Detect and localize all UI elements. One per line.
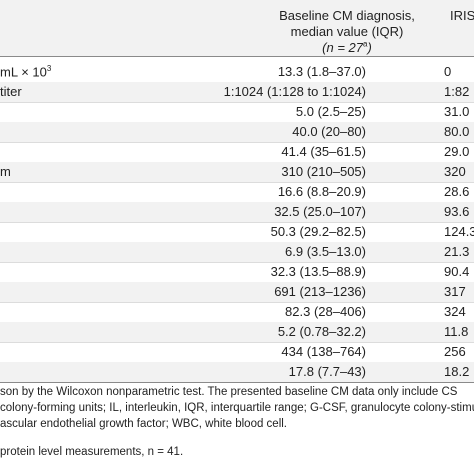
- iris-cell: 18.2: [444, 364, 470, 379]
- iris-cell: 317: [444, 284, 466, 299]
- table-row: 32.3 (13.5–88.9) 90.4: [0, 262, 474, 283]
- iris-cell: 0: [444, 64, 452, 79]
- iris-cell: 256: [444, 344, 466, 359]
- table-row: 82.3 (28–406) 324: [0, 302, 474, 323]
- iris-cell: 21.3: [444, 244, 470, 259]
- baseline-cell: 82.3 (28–406): [285, 304, 366, 319]
- baseline-cell: 310 (210–505): [281, 164, 366, 179]
- iris-cell: 93.6: [444, 204, 470, 219]
- row-label: m: [0, 164, 11, 179]
- iris-cell: 11.8: [444, 324, 469, 339]
- baseline-cell: 1:1024 (1:128 to 1:1024): [223, 84, 366, 99]
- footnote-line-1: son by the Wilcoxon nonparametric test. …: [0, 386, 458, 398]
- table-row: 16.6 (8.8–20.9) 28.6: [0, 182, 474, 203]
- table-row: 50.3 (29.2–82.5) 124.3: [0, 222, 474, 243]
- table-row: 41.4 (35–61.5) 29.0: [0, 142, 474, 163]
- iris-cell: 31.0: [444, 104, 470, 119]
- iris-cell: 124.3: [444, 224, 474, 239]
- table-row: m 310 (210–505) 320: [0, 162, 474, 183]
- table-row: 434 (138–764) 256: [0, 342, 474, 363]
- footnote-line-2: colony-forming units; IL, interleukin, I…: [0, 402, 474, 414]
- iris-cell: 28.6: [444, 184, 470, 199]
- baseline-header-line2: median value (IQR): [290, 24, 404, 39]
- row-label-text: titer: [0, 84, 22, 99]
- baseline-cell: 5.2 (0.78–32.2): [277, 324, 366, 339]
- table-row: 32.5 (25.0–107) 93.6: [0, 202, 474, 223]
- baseline-cell: 13.3 (1.8–37.0): [277, 64, 366, 79]
- iris-cell: 320: [444, 164, 466, 179]
- baseline-cell: 32.5 (25.0–107): [274, 204, 366, 219]
- baseline-header-line1: Baseline CM diagnosis,: [279, 8, 415, 23]
- baseline-cell: 32.3 (13.5–88.9): [270, 264, 366, 279]
- baseline-cell: 6.9 (3.5–13.0): [285, 244, 366, 259]
- table-row: 17.8 (7.7–43) 18.2: [0, 362, 474, 383]
- row-label: titer: [0, 84, 22, 99]
- iris-cell: 90.4: [444, 264, 470, 279]
- table-row: 6.9 (3.5–13.0) 21.3: [0, 242, 474, 263]
- baseline-cell: 691 (213–1236): [274, 284, 366, 299]
- baseline-header-n: (n = 27a): [262, 40, 432, 56]
- iris-cell: 1:82: [444, 84, 470, 99]
- footnote-line-4: protein level measurements, n = 41.: [0, 446, 184, 458]
- baseline-cell: 40.0 (20–80): [292, 124, 366, 139]
- baseline-cell: 434 (138–764): [281, 344, 366, 359]
- baseline-cell: 41.4 (35–61.5): [281, 144, 366, 159]
- table-row: 691 (213–1236) 317: [0, 282, 474, 303]
- baseline-cell: 16.6 (8.8–20.9): [277, 184, 366, 199]
- iris-cell: 324: [444, 304, 466, 319]
- table-header: Baseline CM diagnosis, median value (IQR…: [0, 0, 474, 57]
- row-label-text: m: [0, 164, 11, 179]
- table-bottom-rule: [0, 382, 474, 383]
- row-label: mL × 103: [0, 64, 51, 79]
- baseline-cell: 50.3 (29.2–82.5): [270, 224, 366, 239]
- row-label-superscript: 3: [46, 64, 52, 73]
- baseline-cell: 5.0 (2.5–25): [295, 104, 366, 119]
- table-row: titer 1:1024 (1:128 to 1:1024) 1:82: [0, 82, 474, 103]
- baseline-n-prefix: (n = 27: [322, 40, 364, 55]
- baseline-n-footnote-mark: a: [363, 39, 368, 49]
- baseline-n-suffix: ): [367, 40, 372, 55]
- row-label-text: mL × 10: [0, 64, 47, 80]
- table-row: 5.0 (2.5–25) 31.0: [0, 102, 474, 123]
- table-row: 5.2 (0.78–32.2) 11.8: [0, 322, 474, 343]
- table-row: mL × 103 13.3 (1.8–37.0) 0: [0, 62, 474, 83]
- baseline-cell: 17.8 (7.7–43): [288, 364, 366, 379]
- table-row: 40.0 (20–80) 80.0: [0, 122, 474, 143]
- iris-cell: 29.0: [444, 144, 470, 159]
- iris-column-header: IRIS: [450, 8, 474, 23]
- footnote-line-3: ascular endothelial growth factor; WBC, …: [0, 418, 288, 430]
- baseline-column-header: Baseline CM diagnosis, median value (IQR…: [262, 8, 432, 56]
- iris-cell: 80.0: [444, 124, 470, 139]
